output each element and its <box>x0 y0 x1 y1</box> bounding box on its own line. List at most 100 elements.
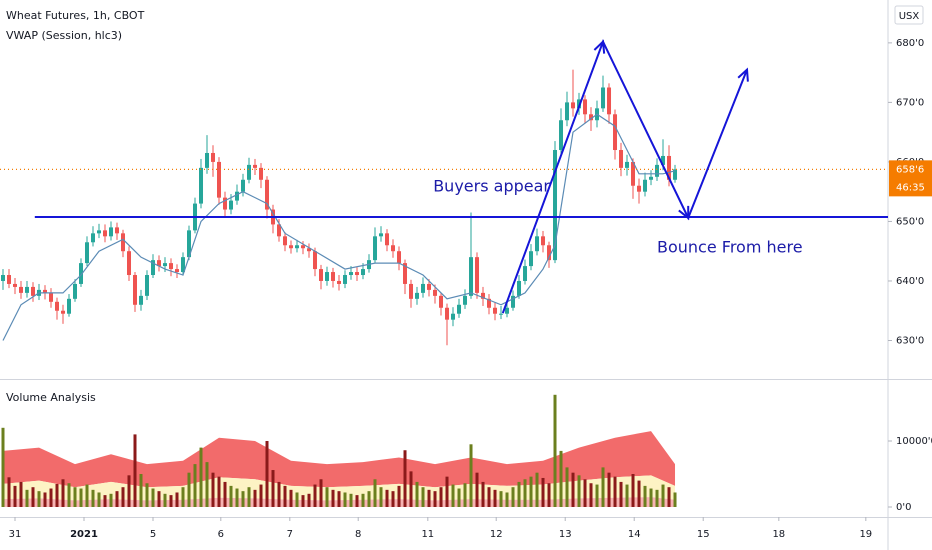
volume-bar <box>373 479 377 508</box>
x-tick-label: 13 <box>559 529 572 540</box>
volume-bar <box>73 487 77 508</box>
annotation: Buyers appear <box>433 176 550 195</box>
candle-body <box>211 152 216 162</box>
arrow-head <box>737 67 749 82</box>
volume-bar <box>361 493 365 508</box>
volume-bar <box>397 485 401 508</box>
candle-body <box>589 114 594 121</box>
candle-body <box>637 185 642 192</box>
candle-body <box>523 266 528 281</box>
candle-body <box>385 233 390 246</box>
candle-body <box>253 164 258 168</box>
candle-body <box>217 161 222 198</box>
vwap-line <box>2 113 676 341</box>
volume-bar <box>241 491 245 508</box>
candle-body <box>85 242 90 264</box>
candle-body <box>583 99 588 115</box>
plot-area <box>0 39 888 508</box>
candle-body <box>493 307 498 314</box>
candle-body <box>187 230 192 258</box>
volume-bar <box>25 489 29 508</box>
candle-body <box>91 233 96 243</box>
volume-bar <box>391 491 395 508</box>
candle-body <box>205 152 210 168</box>
volume-bar <box>211 472 215 508</box>
currency-box[interactable] <box>894 5 924 25</box>
chart-subtitle: VWAP (Session, hlc3) <box>6 29 122 42</box>
candle-body <box>307 248 312 252</box>
volume-bar <box>157 491 161 508</box>
candle-body <box>313 251 318 270</box>
volume-bar <box>673 492 677 508</box>
candle-body <box>325 272 330 281</box>
candle-body <box>643 179 648 192</box>
price-pane <box>0 39 888 346</box>
volume-bar <box>193 464 197 508</box>
volume-bar <box>367 491 371 508</box>
volume-bar <box>85 484 89 508</box>
candle-body <box>649 176 654 180</box>
chart-title: Wheat Futures, 1h, CBOT <box>6 9 145 22</box>
volume-bar <box>145 483 149 508</box>
volume-bar <box>469 444 473 508</box>
volume-bar <box>313 484 317 508</box>
candle-body <box>625 161 630 168</box>
countdown: 46:35 <box>896 182 925 193</box>
candle-body <box>613 114 618 151</box>
x-tick-label: 31 <box>9 529 22 540</box>
candle-body <box>295 245 300 249</box>
volume-bar <box>49 488 53 508</box>
volume-bar <box>349 493 353 508</box>
volume-bar <box>613 476 617 508</box>
candle-body <box>133 275 138 305</box>
volume-bar <box>181 487 185 508</box>
candle-body <box>619 150 624 168</box>
y-tick-label: 650'0 <box>896 216 924 227</box>
candle-body <box>319 269 324 281</box>
volume-bar <box>115 491 119 508</box>
candle-body <box>451 313 456 320</box>
candle-body <box>145 275 150 296</box>
candle-body <box>607 87 612 115</box>
candle-body <box>481 292 486 299</box>
volume-bar <box>547 483 551 508</box>
volume-bar <box>301 495 305 508</box>
candle-body <box>73 283 78 299</box>
y-tick-label: 630'0 <box>896 335 924 346</box>
volume-bar <box>277 481 281 508</box>
volume-bar <box>19 481 23 508</box>
arrow-head <box>678 205 690 220</box>
volume-bar <box>481 481 485 508</box>
candle-body <box>175 269 180 273</box>
volume-bar <box>379 487 383 508</box>
volume-bar <box>319 479 323 508</box>
candle-body <box>439 295 444 308</box>
volume-bar <box>403 450 407 508</box>
volume-bar <box>649 488 653 508</box>
volume-bar <box>421 487 425 508</box>
candle-body <box>283 236 288 246</box>
candle-body <box>397 251 402 264</box>
candle-body <box>391 245 396 252</box>
candle-body <box>151 260 156 276</box>
candle-body <box>403 263 408 284</box>
candle-body <box>409 283 414 299</box>
candle-body <box>529 251 534 267</box>
volume-bar <box>289 489 293 508</box>
volume-bar <box>487 487 491 508</box>
volume-bar <box>283 485 287 508</box>
volume-bar <box>169 495 173 508</box>
candle-body <box>223 197 228 210</box>
volume-bar <box>127 475 131 508</box>
candle-body <box>163 263 168 267</box>
candle-body <box>421 283 426 293</box>
volume-bar <box>325 487 329 508</box>
candle-body <box>469 257 474 296</box>
candle-body <box>571 102 576 109</box>
candle-body <box>559 120 564 151</box>
candle-body <box>25 286 30 293</box>
volume-bar <box>571 472 575 508</box>
volume-bar <box>151 488 155 508</box>
candle-body <box>475 257 480 293</box>
y-tick-label: 680'0 <box>896 38 924 49</box>
